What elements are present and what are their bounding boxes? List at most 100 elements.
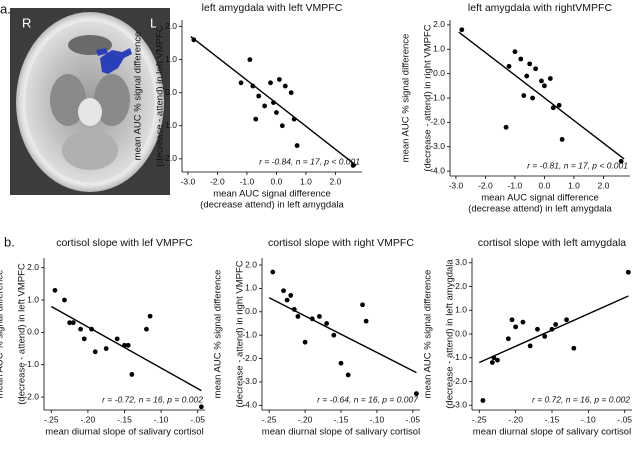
point xyxy=(524,73,530,79)
point xyxy=(282,83,288,89)
point xyxy=(67,320,73,326)
x-axis-label: mean diurnal slope of salivary cortisol xyxy=(473,427,631,438)
point xyxy=(331,332,337,338)
x-tick-label: -.15 xyxy=(334,414,349,424)
y-tick-label: -1.0 xyxy=(430,92,445,102)
trend-line xyxy=(268,297,417,374)
point xyxy=(52,287,58,293)
x-tick-label: -.25 xyxy=(44,414,59,424)
x-axis-label: (decrease attend) in left amygdala xyxy=(200,200,344,211)
y-tick-label: 2.0 xyxy=(245,259,257,269)
point xyxy=(512,49,518,55)
x-tick-label: -2.0 xyxy=(210,176,225,186)
y-tick-label: 1.0 xyxy=(433,44,445,54)
point xyxy=(271,100,276,106)
x-tick-label: -.15 xyxy=(545,414,560,424)
point xyxy=(62,297,67,303)
x-tick-label: 1.0 xyxy=(300,176,312,186)
point xyxy=(625,269,631,275)
point xyxy=(81,336,87,342)
point xyxy=(281,288,286,294)
y-axis-label: mean AUC % signal difference xyxy=(423,270,434,399)
point xyxy=(539,78,544,84)
y-axis-label: (decrease - attend) in left VMPFC xyxy=(155,25,166,167)
y-tick-label: 2.0 xyxy=(455,281,467,291)
x-tick-label: -1.0 xyxy=(508,180,523,190)
point xyxy=(506,63,512,69)
y-axis-label: mean AUC % signal difference xyxy=(0,270,6,399)
point xyxy=(129,372,135,377)
point xyxy=(556,102,562,108)
point xyxy=(147,313,153,319)
point xyxy=(103,346,109,351)
y-tick-label: -4.0 xyxy=(430,165,445,175)
y-axis-label: (decrease - attend) in left amygdala xyxy=(445,259,456,409)
point xyxy=(547,76,553,81)
y-tick-label: -2.0 xyxy=(430,117,445,127)
point xyxy=(268,80,273,86)
y-tick-label: -3.0 xyxy=(452,400,467,410)
x-tick-label: 0.0 xyxy=(539,180,551,190)
point xyxy=(291,307,297,312)
point xyxy=(513,324,519,330)
y-tick-label: 0.0 xyxy=(27,327,39,337)
point xyxy=(291,116,297,122)
point xyxy=(294,143,300,148)
y-tick-label: -3.0 xyxy=(242,376,257,386)
x-tick-label: -3.0 xyxy=(449,180,464,190)
point xyxy=(250,83,256,89)
y-axis-label: (decrease - attend) in left VMPFC xyxy=(17,263,28,405)
x-tick-label: -.20 xyxy=(81,414,96,424)
y-tick-label: 2.0 xyxy=(27,262,39,272)
point xyxy=(302,339,308,345)
y-tick-label: 0.0 xyxy=(245,306,257,316)
point xyxy=(125,342,131,348)
y-tick-label: 0.0 xyxy=(433,68,445,78)
point xyxy=(542,83,547,89)
point xyxy=(535,326,540,332)
x-axis-label: mean AUC signal difference xyxy=(481,193,599,204)
annotation: r = -0.84, n = 17, p < 0.001 xyxy=(259,156,360,166)
y-axis-label: mean AUC % signal difference xyxy=(401,34,412,163)
point xyxy=(550,105,556,111)
point xyxy=(480,398,486,403)
x-tick-label: -.10 xyxy=(370,414,385,424)
chart-title: cortisol slope with lef VMPFC xyxy=(56,237,193,249)
point xyxy=(70,320,76,326)
point xyxy=(559,137,565,142)
y-tick-label: -1.0 xyxy=(24,359,39,369)
point xyxy=(253,116,259,122)
point xyxy=(238,80,244,86)
x-tick-label: 1.0 xyxy=(568,180,580,190)
point xyxy=(503,124,509,130)
y-axis-label: mean AUC % signal difference xyxy=(213,270,224,399)
chart-title: cortisol slope with left amygdala xyxy=(478,237,626,249)
x-tick-label: -.10 xyxy=(581,414,596,424)
x-tick-label: -.05 xyxy=(617,414,632,424)
y-tick-label: 3.0 xyxy=(455,257,467,267)
point xyxy=(256,93,262,99)
annotation: r = -0.64, n = 16, p = 0.007 xyxy=(317,394,418,404)
point xyxy=(198,404,204,410)
y-tick-label: 2.0 xyxy=(165,21,177,31)
y-tick-label: 1.0 xyxy=(165,54,177,64)
point xyxy=(564,317,569,323)
trend-line xyxy=(50,305,202,392)
point xyxy=(324,321,330,326)
y-tick-label: -1.0 xyxy=(162,120,177,130)
panel-label: a. xyxy=(0,1,11,16)
trend-line xyxy=(458,31,625,160)
point xyxy=(489,360,495,365)
x-tick-label: 2.0 xyxy=(598,180,610,190)
point xyxy=(350,162,356,168)
point xyxy=(295,314,301,319)
point xyxy=(317,314,322,319)
y-tick-label: -1.0 xyxy=(452,352,467,362)
point xyxy=(363,318,369,324)
annotation: r = -0.81, n = 17, p < 0.001 xyxy=(527,160,628,170)
point xyxy=(520,319,526,325)
x-axis-label: mean AUC signal difference xyxy=(213,189,331,200)
x-tick-label: -.10 xyxy=(154,414,169,424)
point xyxy=(309,316,315,322)
